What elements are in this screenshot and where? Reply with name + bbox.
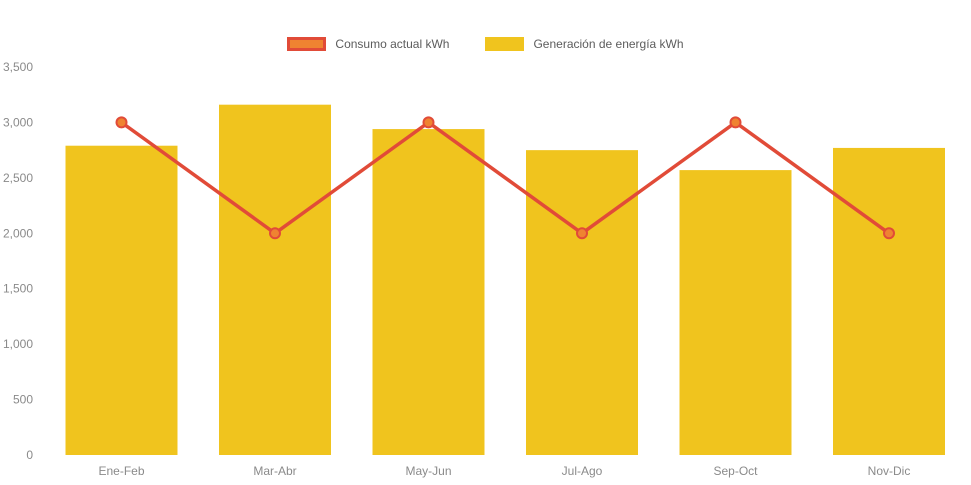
y-axis-tick-label: 2,000 (3, 226, 33, 240)
x-axis-category-label: Sep-Oct (713, 464, 758, 478)
bar-generacion (679, 170, 792, 455)
line-marker (269, 227, 281, 240)
x-axis-category-label: May-Jun (405, 464, 451, 478)
x-axis-category-label: Mar-Abr (253, 464, 296, 478)
bar-generacion (526, 150, 638, 455)
bar-generacion (219, 104, 331, 455)
legend-swatch-generacion-icon (485, 37, 525, 51)
y-axis-tick-label: 1,500 (3, 282, 33, 296)
y-axis-tick-label: 3,500 (3, 60, 33, 74)
x-axis-category-label: Ene-Feb (98, 464, 144, 478)
y-axis-tick-label: 0 (26, 448, 33, 462)
legend-label-consumo: Consumo actual kWh (335, 37, 450, 51)
line-marker (422, 116, 435, 129)
bar-generacion (372, 129, 485, 455)
bar-generacion (65, 145, 178, 456)
y-axis-tick-label: 500 (13, 393, 33, 407)
line-marker (115, 116, 128, 129)
line-marker (729, 116, 742, 129)
legend-item-consumo[interactable]: Consumo actual kWh (287, 37, 449, 51)
y-axis-tick-label: 2,500 (3, 171, 33, 185)
y-axis-tick-label: 1,000 (3, 337, 33, 351)
line-consumo (119, 120, 891, 236)
chart-legend: Consumo actual kWh Generación de energía… (0, 37, 971, 51)
bar-generacion (833, 147, 945, 455)
x-axis-category-label: Jul-Ago (562, 464, 603, 478)
x-axis-category-label: Nov-Dic (868, 464, 911, 478)
legend-label-generacion: Generación de energía kWh (533, 37, 684, 51)
legend-item-generacion[interactable]: Generación de energía kWh (485, 37, 684, 51)
line-marker (576, 227, 588, 240)
y-axis-tick-label: 3,000 (3, 115, 33, 129)
line-marker (883, 227, 895, 240)
legend-swatch-consumo-icon (287, 37, 327, 51)
